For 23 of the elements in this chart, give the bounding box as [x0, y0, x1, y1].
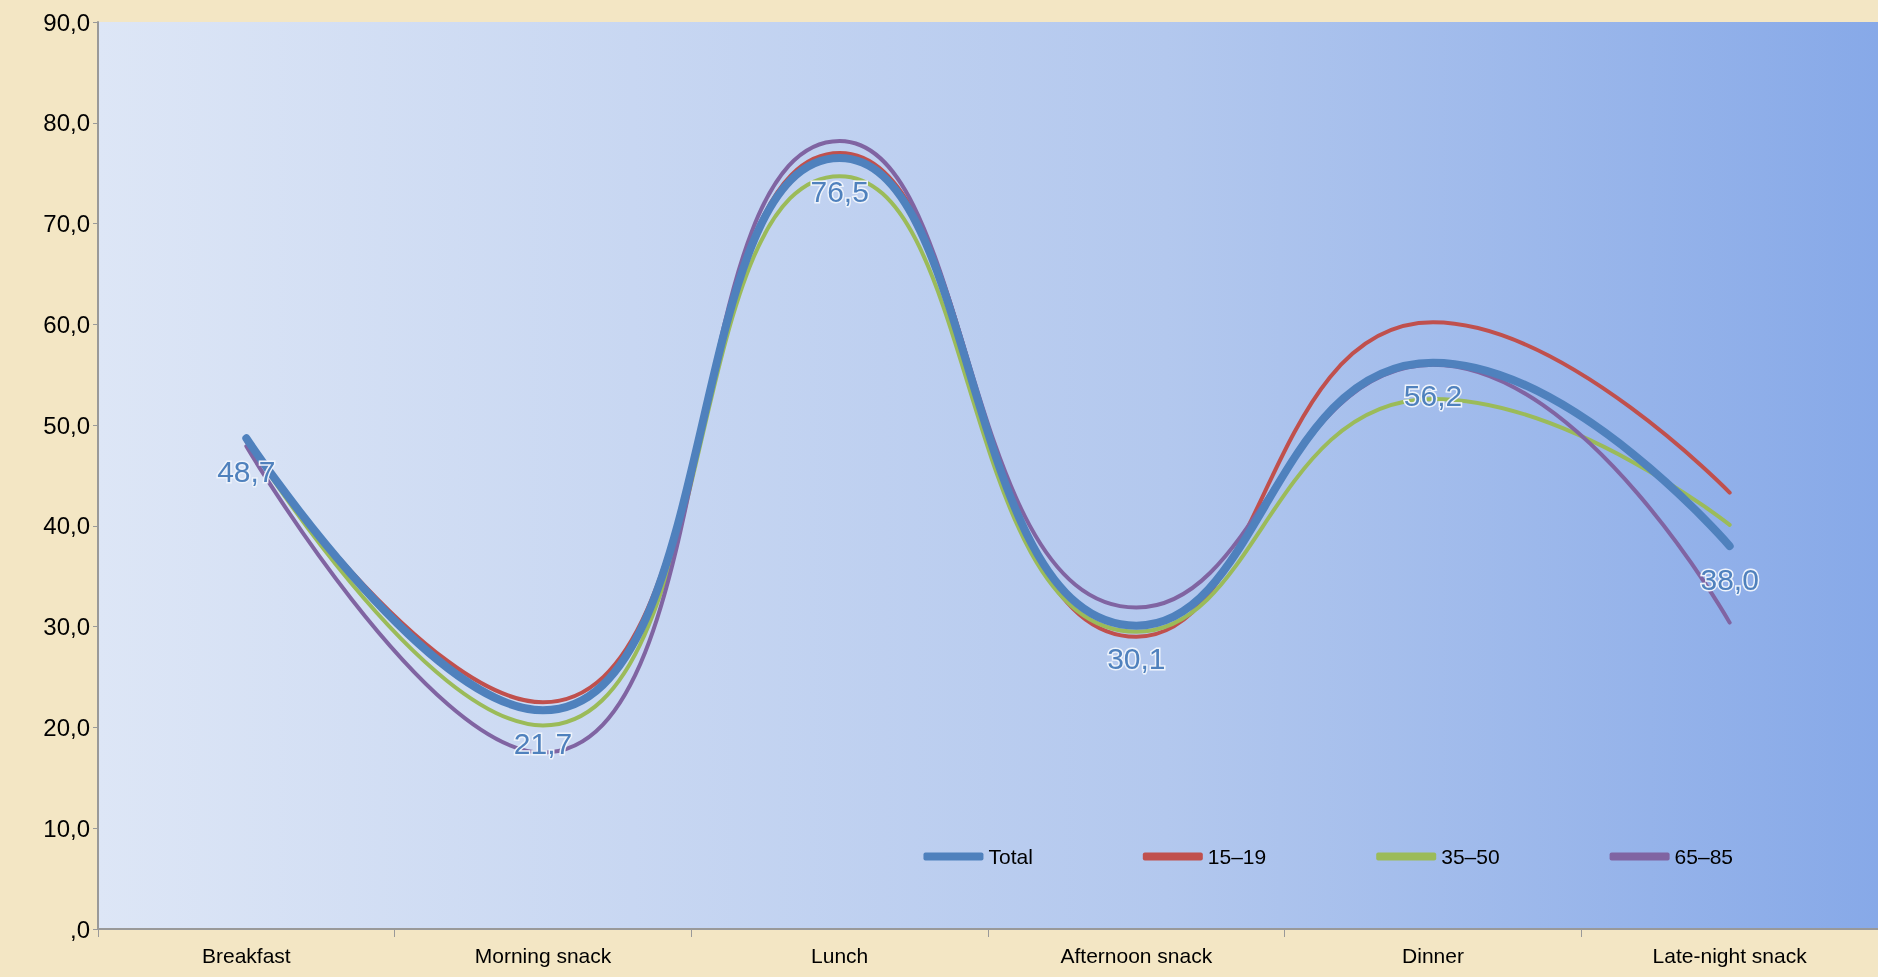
- y-tick-label: 50,0: [43, 411, 90, 439]
- y-tick-label: 60,0: [43, 310, 90, 338]
- x-tick-label: Morning snack: [474, 944, 612, 967]
- y-tick-label: 10,0: [43, 814, 90, 842]
- x-tick-label: Afternoon snack: [1060, 944, 1213, 967]
- x-tick-label: Lunch: [811, 944, 869, 967]
- y-tick-label: 20,0: [43, 713, 90, 741]
- y-tick-label: ,0: [69, 915, 90, 943]
- legend-label: 65–85: [1674, 845, 1734, 868]
- legend-label: Total: [988, 845, 1033, 868]
- data-label: 76,5: [810, 174, 869, 208]
- data-label: 30,1: [1107, 642, 1166, 676]
- x-tick-label: Breakfast: [201, 944, 291, 967]
- x-tick-label: Dinner: [1402, 944, 1464, 967]
- y-tick-label: 70,0: [43, 210, 90, 238]
- data-label: 38,0: [1700, 562, 1759, 596]
- y-tick-label: 40,0: [43, 512, 90, 540]
- y-tick-label: 80,0: [43, 109, 90, 137]
- legend-label: 15–19: [1207, 845, 1267, 868]
- y-tick-label: 30,0: [43, 613, 90, 641]
- legend-label: 35–50: [1441, 845, 1500, 868]
- y-tick-label: 90,0: [43, 8, 90, 36]
- x-tick-label: Late-night snack: [1652, 944, 1808, 967]
